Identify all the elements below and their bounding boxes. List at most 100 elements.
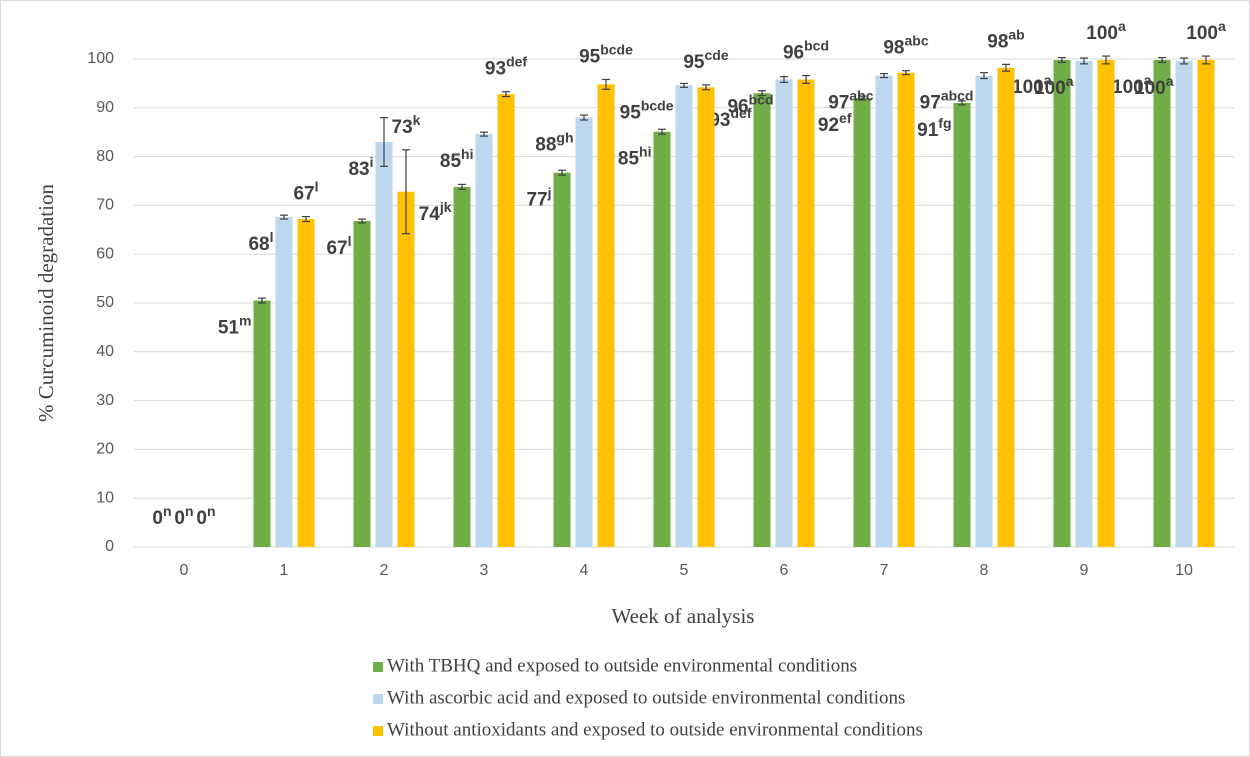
data-label-value: 100 [1012, 77, 1044, 98]
error-bar [758, 90, 766, 97]
data-label: 73k [392, 111, 421, 137]
data-label-letters: hi [461, 146, 473, 162]
data-label: 85hi [440, 146, 474, 172]
data-label-letters: l [270, 229, 274, 245]
bar [1175, 60, 1193, 548]
data-label-value: 100 [1134, 78, 1166, 99]
data-label: 100a [1012, 72, 1052, 98]
data-label-value: 74 [419, 204, 441, 225]
data-label: 100a [1112, 72, 1152, 98]
bar [497, 94, 515, 548]
data-label-letters: a [1166, 73, 1174, 89]
bar [997, 67, 1015, 547]
data-label-value: 68 [248, 234, 269, 255]
error-bar [980, 72, 988, 80]
bar [1097, 59, 1115, 547]
data-label-letters: ef [839, 110, 852, 126]
data-label: 67l [293, 178, 318, 204]
data-label-letters: a [1218, 18, 1226, 34]
data-label-letters: a [1044, 72, 1052, 88]
data-label-letters: cde [705, 47, 729, 63]
y-tick-label: 10 [96, 489, 114, 506]
error-bar [658, 128, 666, 135]
data-label-value: 96 [783, 43, 804, 64]
data-label-letters: abc [905, 32, 929, 48]
bar [575, 117, 593, 547]
error-bar [802, 74, 810, 85]
data-label: 77j [526, 184, 551, 210]
error-bar [902, 70, 910, 76]
data-label: 96bcd [783, 37, 829, 63]
error-bar [502, 91, 510, 98]
data-label-value: 98 [987, 31, 1008, 52]
bar [975, 75, 993, 547]
bar [875, 75, 893, 547]
x-tick-label: 6 [780, 562, 789, 579]
error-bar [1002, 63, 1010, 72]
error-bar [558, 169, 566, 176]
data-label: 74jk [419, 199, 452, 225]
error-bar [358, 218, 366, 224]
data-label-value: 51 [218, 318, 240, 339]
bar [1153, 59, 1171, 547]
data-label-value: 91 [917, 120, 939, 141]
data-label: 51m [218, 312, 252, 338]
x-tick-label: 8 [980, 562, 989, 579]
y-tick-label: 0 [105, 538, 114, 555]
data-label-letters: ab [1008, 26, 1024, 42]
error-bar [402, 149, 410, 235]
data-label-value: 98 [883, 38, 904, 59]
data-label-value: 85 [440, 151, 462, 172]
data-label-value: 100 [1086, 23, 1118, 44]
x-tick-label: 4 [580, 562, 589, 579]
data-label: 68l [248, 229, 273, 255]
data-label-letters: a [1144, 72, 1152, 88]
data-label-value: 67 [326, 238, 347, 259]
x-tick-label: 5 [680, 562, 689, 579]
data-label: 0n [196, 503, 215, 529]
x-tick-label: 0 [180, 562, 189, 579]
data-label-value: 0 [152, 508, 163, 529]
error-bar [480, 131, 488, 137]
bar [897, 72, 915, 547]
legend-swatch [373, 726, 383, 736]
data-label-value: 85 [618, 149, 640, 170]
data-label: 97abc [828, 87, 873, 113]
data-label-letters: k [413, 111, 421, 127]
x-axis-label: Week of analysis [612, 604, 755, 628]
error-bar [1058, 56, 1066, 64]
error-bar [702, 84, 710, 91]
x-tick-label: 3 [480, 562, 489, 579]
data-label: 95bcde [579, 41, 633, 67]
data-label-letters: n [185, 503, 194, 519]
bar [275, 217, 293, 547]
data-label: 88gh [535, 129, 573, 155]
data-label-value: 0 [196, 508, 207, 529]
error-bar [1202, 55, 1210, 65]
data-label-value: 97 [828, 93, 849, 114]
data-label-value: 93 [709, 110, 730, 131]
data-label: 98abc [883, 32, 928, 58]
error-bar [580, 114, 588, 121]
bar [1053, 59, 1071, 547]
y-tick-label: 80 [96, 148, 114, 165]
legend-label: Without antioxidants and exposed to outs… [387, 719, 923, 740]
bar [853, 98, 871, 547]
legend-label: With ascorbic acid and exposed to outsid… [387, 687, 905, 708]
error-bar [858, 95, 866, 101]
data-label-value: 95 [620, 102, 642, 123]
error-bar [258, 297, 266, 304]
data-label-letters: def [731, 105, 752, 121]
error-bar [602, 78, 610, 90]
data-label-value: 97 [920, 93, 941, 114]
data-label-letters: abcd [941, 87, 974, 103]
error-bar [1102, 55, 1110, 65]
data-label-letters: gh [556, 129, 573, 145]
data-label-value: 83 [348, 159, 369, 180]
error-bar [1158, 56, 1166, 64]
data-label: 67l [326, 233, 351, 259]
data-label: 95bcde [620, 97, 674, 123]
data-label: 100a [1086, 18, 1126, 44]
data-label-value: 67 [293, 184, 314, 205]
